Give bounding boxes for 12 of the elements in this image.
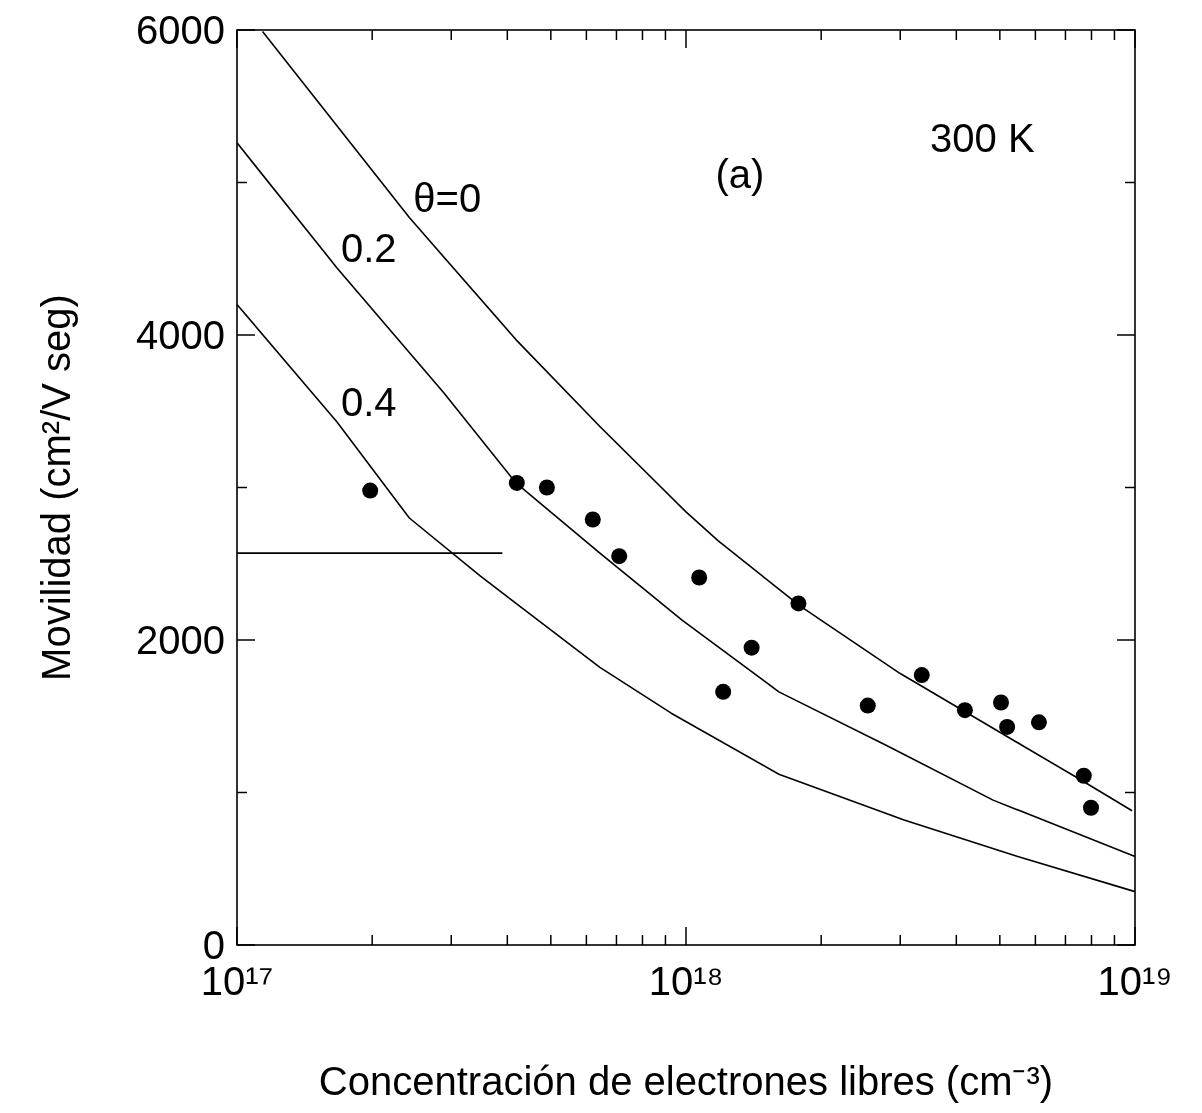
y-tick-label: 2000 bbox=[136, 618, 225, 662]
series-label: θ=0 bbox=[413, 175, 482, 220]
y-tick-label: 6000 bbox=[136, 8, 225, 52]
y-tick-label: 4000 bbox=[136, 313, 225, 357]
series-label: 0.2 bbox=[341, 225, 397, 270]
y-axis-title: Movilidad (cm²/V seg) bbox=[34, 294, 78, 681]
x-tick-label: 10¹⁸ bbox=[648, 959, 724, 1003]
series-label: 0.4 bbox=[341, 379, 397, 424]
annotation: (a) bbox=[715, 152, 765, 197]
annotation: 300 K bbox=[930, 115, 1035, 160]
x-tick-label: 10¹⁹ bbox=[1097, 959, 1173, 1003]
x-axis-title: Concentración de electrones libres (cm⁻³) bbox=[318, 1059, 1054, 1103]
